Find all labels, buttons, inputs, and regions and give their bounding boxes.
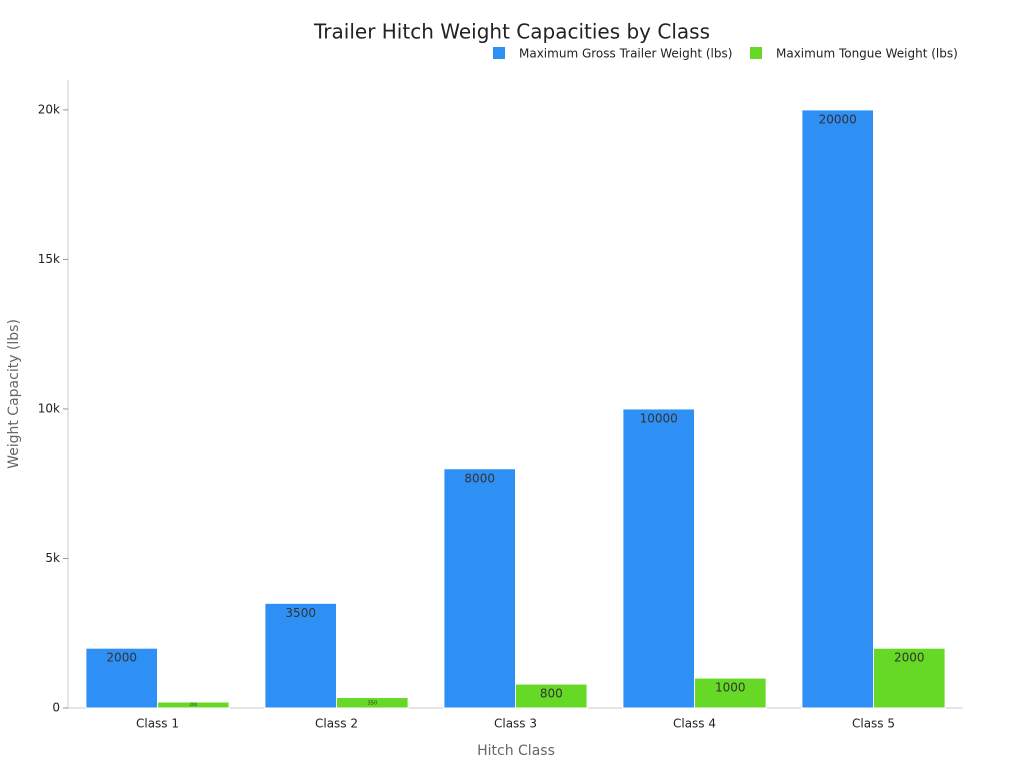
bar	[694, 677, 767, 709]
value-label: 2000	[894, 651, 925, 665]
bar	[515, 683, 588, 709]
value-label: 800	[540, 687, 563, 701]
legend-label: Maximum Gross Trailer Weight (lbs)	[519, 47, 732, 61]
y-tick-label: 10k	[38, 401, 60, 415]
legend-label: Maximum Tongue Weight (lbs)	[776, 47, 958, 61]
bar	[264, 602, 337, 709]
bar	[157, 701, 230, 709]
legend-swatch	[493, 47, 505, 59]
bar	[336, 697, 409, 709]
x-tick-label: Class 3	[494, 717, 537, 731]
value-label: 20000	[819, 112, 857, 126]
value-label: 350	[367, 700, 377, 706]
x-tick-label: Class 1	[136, 717, 179, 731]
bar	[85, 647, 158, 709]
bar	[801, 109, 875, 709]
value-label: 10000	[640, 411, 678, 425]
value-label: 1000	[715, 681, 746, 695]
y-tick-label: 20k	[38, 102, 60, 116]
bar	[873, 647, 946, 709]
bar	[443, 468, 516, 709]
y-tick-label: 15k	[38, 252, 60, 266]
x-axis-label: Hitch Class	[477, 743, 555, 759]
legend-swatch	[750, 47, 762, 59]
x-tick-label: Class 5	[852, 717, 895, 731]
x-tick-label: Class 2	[315, 717, 358, 731]
x-tick-label: Class 4	[673, 717, 716, 731]
y-axis-label: Weight Capacity (lbs)	[6, 319, 22, 469]
value-label: 2000	[106, 651, 137, 665]
value-label: 200	[189, 702, 197, 707]
y-tick-label: 0	[52, 701, 60, 715]
chart-title: Trailer Hitch Weight Capacities by Class	[313, 20, 710, 44]
bar	[622, 408, 696, 709]
y-tick-label: 5k	[45, 551, 60, 565]
value-label: 8000	[464, 471, 495, 485]
value-label: 3500	[285, 606, 316, 620]
